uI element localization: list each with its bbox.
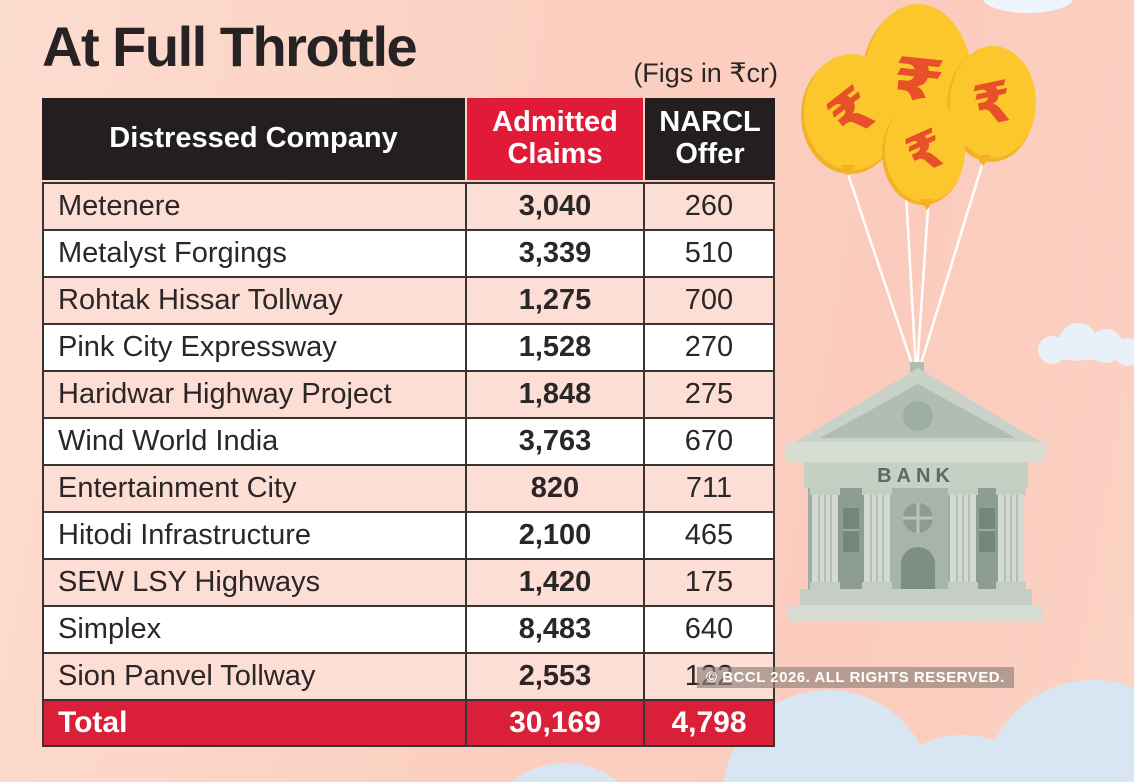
admitted-claims-cell: 1,848 <box>465 372 643 417</box>
units-note: (Figs in ₹cr) <box>633 58 778 88</box>
claims-table: Distressed Company Admitted Claims NARCL… <box>42 98 775 747</box>
table-row: Sion Panvel Tollway 2,553 122 <box>44 654 773 701</box>
table-total-row: Total 30,169 4,798 <box>44 701 773 745</box>
table-row: Wind World India 3,763 670 <box>44 419 773 466</box>
admitted-claims-cell: 2,100 <box>465 513 643 558</box>
table-row: Rohtak Hissar Tollway 1,275 700 <box>44 278 773 325</box>
narcl-offer-cell: 175 <box>643 560 773 605</box>
rupee-balloon-icon: ₹ ₹ ₹ ₹ <box>801 4 1036 210</box>
narcl-offer-cell: 510 <box>643 231 773 276</box>
table-row: Metalyst Forgings 3,339 510 <box>44 231 773 278</box>
admitted-claims-cell: 3,339 <box>465 231 643 276</box>
column-header-narcl-offer: NARCL Offer <box>645 98 775 180</box>
bank-icon: BANK <box>786 362 1046 622</box>
cloud-icon <box>511 0 1134 782</box>
company-cell: Wind World India <box>58 425 279 457</box>
admitted-claims-cell: 1,275 <box>465 278 643 323</box>
narcl-offer-cell: 275 <box>643 372 773 417</box>
total-label: Total <box>58 706 128 739</box>
narcl-offer-cell: 270 <box>643 325 773 370</box>
table-row: Haridwar Highway Project 1,848 275 <box>44 372 773 419</box>
bank-sign-label: BANK <box>877 465 955 487</box>
table-header: Distressed Company Admitted Claims NARCL… <box>42 98 775 180</box>
narcl-offer-cell: 465 <box>643 513 773 558</box>
column-header-admitted-claims: Admitted Claims <box>467 98 643 180</box>
company-cell: Metenere <box>58 190 181 222</box>
narcl-offer-cell: 670 <box>643 419 773 464</box>
company-cell: Haridwar Highway Project <box>58 378 392 410</box>
company-cell: Hitodi Infrastructure <box>58 519 312 551</box>
narcl-offer-cell: 711 <box>643 466 773 511</box>
narcl-offer-cell: 260 <box>643 184 773 229</box>
total-admitted-claims: 30,169 <box>465 701 643 745</box>
table-row: Pink City Expressway 1,528 270 <box>44 325 773 372</box>
narcl-offer-cell: 640 <box>643 607 773 652</box>
copyright-watermark: © BCCL 2026. ALL RIGHTS RESERVED. <box>697 667 1014 688</box>
admitted-claims-cell: 3,040 <box>465 184 643 229</box>
table-row: Metenere 3,040 260 <box>44 184 773 231</box>
balloon-strings <box>846 161 985 371</box>
table-body: Metenere 3,040 260 Metalyst Forgings 3,3… <box>42 182 775 747</box>
company-cell: Metalyst Forgings <box>58 237 287 269</box>
admitted-claims-cell: 3,763 <box>465 419 643 464</box>
table-row: Hitodi Infrastructure 2,100 465 <box>44 513 773 560</box>
table-row: Entertainment City 820 711 <box>44 466 773 513</box>
total-narcl-offer: 4,798 <box>643 701 773 745</box>
company-cell: Pink City Expressway <box>58 331 337 363</box>
admitted-claims-cell: 2,553 <box>465 654 643 699</box>
company-cell: Sion Panvel Tollway <box>58 660 316 692</box>
company-cell: Simplex <box>58 613 162 645</box>
admitted-claims-cell: 820 <box>465 466 643 511</box>
page-title: At Full Throttle <box>42 15 418 78</box>
company-cell: Entertainment City <box>58 472 297 504</box>
company-cell: Rohtak Hissar Tollway <box>58 284 343 316</box>
column-header-distressed-company: Distressed Company <box>42 98 465 180</box>
table-row: SEW LSY Highways 1,420 175 <box>44 560 773 607</box>
table-row: Simplex 8,483 640 <box>44 607 773 654</box>
admitted-claims-cell: 1,528 <box>465 325 643 370</box>
narcl-offer-cell: 700 <box>643 278 773 323</box>
admitted-claims-cell: 8,483 <box>465 607 643 652</box>
company-cell: SEW LSY Highways <box>58 566 321 598</box>
admitted-claims-cell: 1,420 <box>465 560 643 605</box>
